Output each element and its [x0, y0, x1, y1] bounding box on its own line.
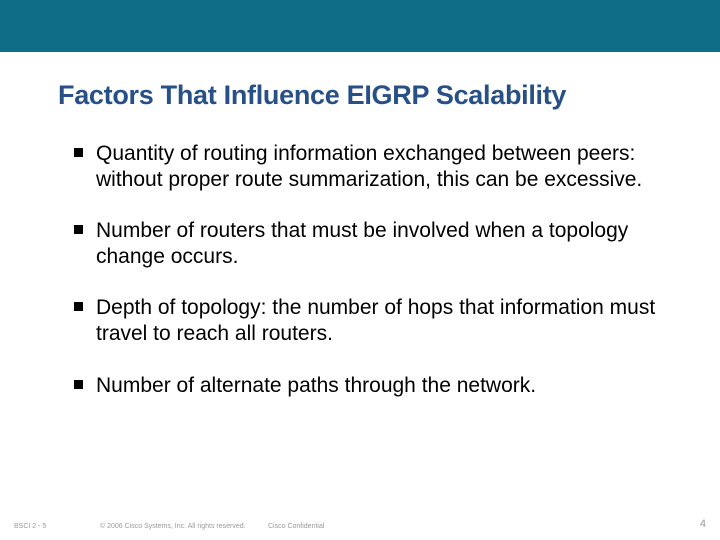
- bullet-text: Number of alternate paths through the ne…: [96, 374, 536, 397]
- footer-page-number: 4: [700, 518, 706, 530]
- content-area: Quantity of routing information exchange…: [0, 111, 720, 398]
- slide-title: Factors That Influence EIGRP Scalability: [0, 52, 720, 111]
- bullet-item: Quantity of routing information exchange…: [74, 141, 664, 192]
- bullet-text: Number of routers that must be involved …: [96, 219, 628, 268]
- bullet-item: Number of routers that must be involved …: [74, 218, 664, 269]
- bullet-item: Depth of topology: the number of hops th…: [74, 295, 664, 346]
- bullet-item: Number of alternate paths through the ne…: [74, 373, 664, 399]
- bullet-text: Quantity of routing information exchange…: [96, 142, 642, 191]
- footer-copyright: © 2006 Cisco Systems, Inc. All rights re…: [100, 523, 246, 530]
- bullet-text: Depth of topology: the number of hops th…: [96, 296, 655, 345]
- header-bar: [0, 0, 720, 52]
- footer-confidential: Cisco Confidential: [268, 523, 324, 530]
- footer-course-code: BSCI 2 - 5: [14, 523, 46, 530]
